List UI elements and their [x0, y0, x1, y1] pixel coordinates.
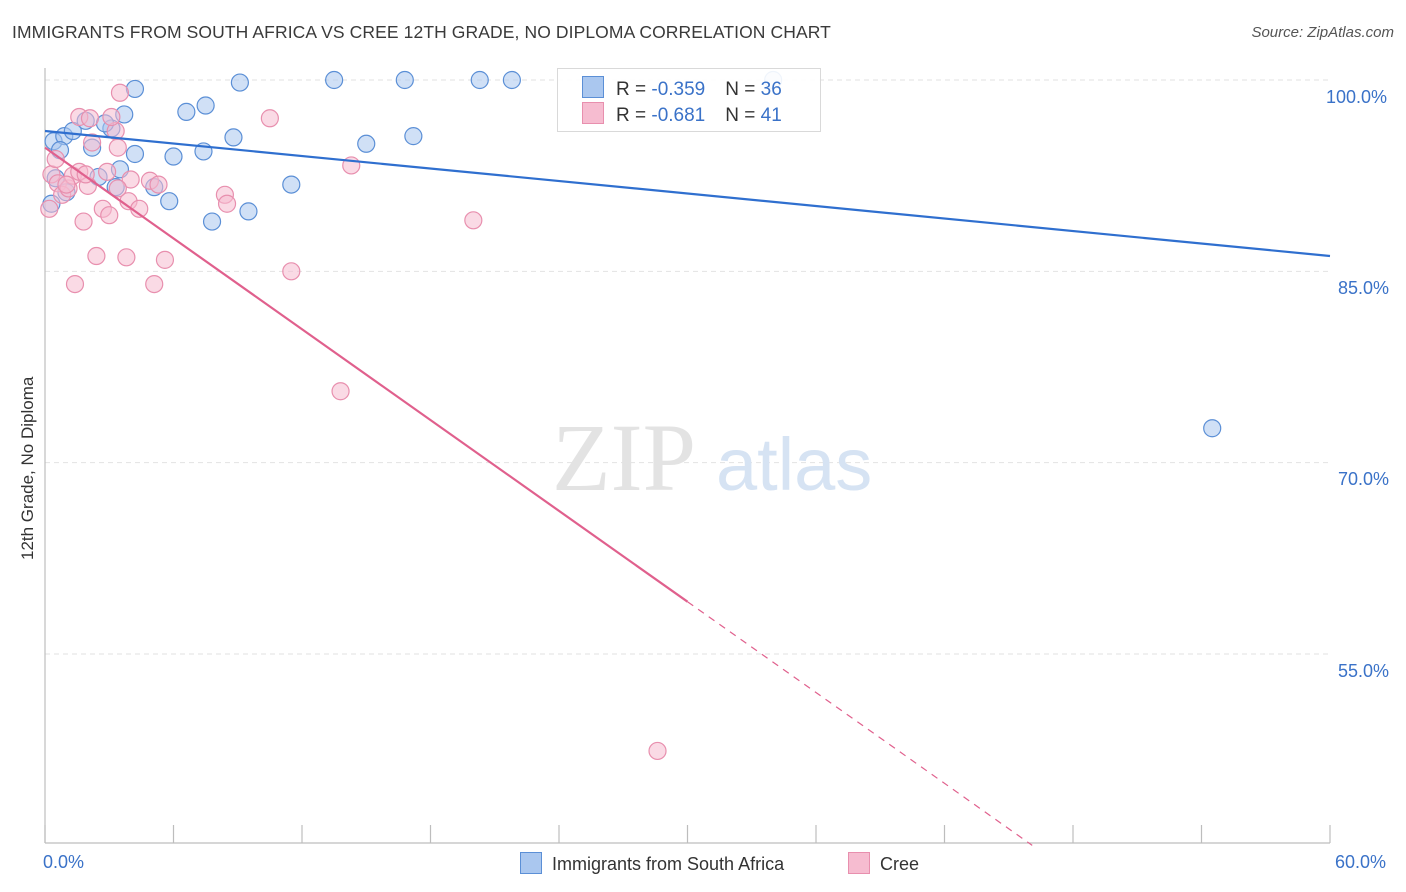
r-label-1: R = — [616, 79, 652, 100]
point-blue-32 — [1203, 419, 1222, 438]
legend-item-cree: Cree — [848, 852, 919, 875]
points-layer — [40, 70, 1222, 761]
point-blue-21 — [224, 128, 243, 147]
point-pink-33 — [65, 274, 85, 294]
stats-row-cree: R = -0.681 N = 41 — [582, 102, 782, 126]
r-value-1: -0.359 — [651, 79, 706, 100]
point-pink-23 — [145, 274, 164, 294]
x-tick-label-min: 0.0% — [43, 852, 85, 872]
point-pink-16 — [108, 138, 127, 157]
point-pink-20 — [121, 170, 140, 189]
point-pink-31 — [464, 211, 483, 230]
point-blue-27 — [395, 70, 414, 90]
point-blue-30 — [502, 70, 521, 90]
point-blue-28 — [404, 127, 423, 146]
point-pink-26 — [217, 194, 237, 213]
point-pink-14 — [100, 206, 119, 225]
y-axis-label: 12th Grade, No Diploma — [18, 376, 37, 560]
stats-row-south-africa: R = -0.359 N = 36 — [582, 76, 782, 100]
r-label-2: R = — [616, 105, 652, 126]
point-blue-15 — [160, 192, 179, 211]
point-pink-27 — [260, 109, 279, 128]
point-blue-20 — [202, 212, 222, 231]
point-blue-25 — [325, 70, 344, 90]
axis-layer — [44, 68, 1331, 844]
y-tick-label-100: 100.0% — [1326, 87, 1388, 107]
point-blue-26 — [357, 134, 376, 153]
point-blue-22 — [230, 73, 249, 92]
point-pink-8 — [74, 212, 93, 231]
point-pink-40 — [108, 179, 127, 198]
source-credit: Source: ZipAtlas.com — [1251, 24, 1394, 41]
point-pink-17 — [110, 83, 130, 102]
n-label-1: N = — [725, 79, 761, 100]
watermark-zip: ZIP — [552, 404, 696, 511]
chart-title: IMMIGRANTS FROM SOUTH AFRICA VS CREE 12T… — [12, 22, 831, 42]
watermark: ZIP atlas — [552, 404, 872, 511]
legend-label-south-africa: Immigrants from South Africa — [552, 854, 785, 874]
point-pink-36 — [102, 107, 121, 127]
grid-layer — [45, 79, 1330, 655]
point-blue-18 — [196, 96, 215, 115]
point-blue-13 — [125, 144, 145, 164]
trend-layer — [44, 129, 1331, 846]
y-tick-label-85: 85.0% — [1338, 278, 1390, 298]
n-value-1: 36 — [760, 79, 782, 100]
point-blue-29 — [470, 70, 489, 90]
n-label-2: N = — [725, 105, 761, 126]
point-pink-39 — [149, 175, 168, 194]
legend-item-south-africa: Immigrants from South Africa — [520, 852, 784, 875]
point-pink-10 — [83, 133, 102, 152]
point-pink-18 — [117, 248, 136, 267]
point-pink-24 — [155, 250, 175, 269]
point-pink-28 — [282, 262, 301, 281]
legend-swatch-cree — [848, 852, 870, 874]
x-tick-label-max: 60.0% — [1335, 852, 1387, 872]
legend-swatch-pink — [582, 102, 604, 124]
legend-label-cree: Cree — [880, 854, 920, 874]
point-pink-1 — [46, 149, 65, 169]
trendline-pink-solid — [44, 146, 689, 603]
point-blue-24 — [282, 175, 301, 194]
legend-swatch-south-africa — [520, 852, 542, 874]
point-pink-13 — [98, 162, 117, 181]
point-pink-29 — [331, 382, 350, 401]
legend-swatch-blue — [582, 76, 604, 98]
y-tick-label-70: 70.0% — [1338, 469, 1390, 489]
point-blue-23 — [239, 202, 258, 221]
point-pink-37 — [57, 175, 76, 194]
point-blue-17 — [177, 102, 196, 121]
point-pink-35 — [80, 109, 100, 128]
trendline-pink-dashed — [687, 601, 1033, 846]
stats-legend: R = -0.359 N = 36 R = -0.681 N = 41 — [557, 68, 821, 132]
watermark-atlas: atlas — [716, 423, 872, 506]
point-blue-16 — [164, 147, 183, 166]
point-pink-32 — [648, 741, 667, 761]
point-pink-11 — [87, 246, 106, 266]
trendline-blue — [44, 129, 1331, 258]
n-value-2: 41 — [760, 105, 782, 126]
r-value-2: -0.681 — [651, 105, 706, 126]
y-tick-label-55: 55.0% — [1338, 661, 1390, 681]
point-blue-11 — [125, 79, 145, 99]
point-pink-34 — [40, 199, 59, 218]
